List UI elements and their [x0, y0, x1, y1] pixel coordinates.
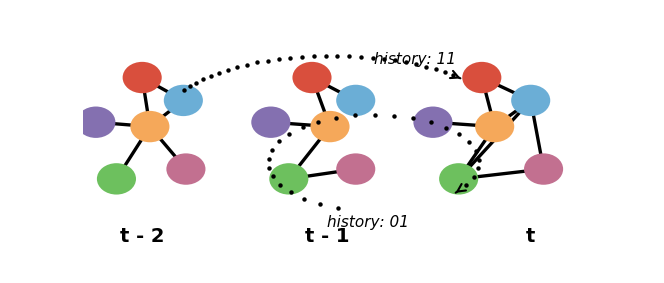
Ellipse shape	[336, 153, 375, 185]
Ellipse shape	[311, 111, 349, 142]
Ellipse shape	[511, 85, 550, 116]
Ellipse shape	[475, 111, 514, 142]
Text: history: 11: history: 11	[374, 52, 456, 67]
Ellipse shape	[123, 62, 162, 93]
Text: t - 1: t - 1	[305, 227, 350, 246]
Ellipse shape	[524, 153, 563, 185]
Ellipse shape	[76, 106, 116, 138]
Text: history: 01: history: 01	[327, 215, 410, 230]
Ellipse shape	[130, 111, 169, 142]
Ellipse shape	[292, 62, 331, 93]
Ellipse shape	[164, 85, 203, 116]
Text: t - 2: t - 2	[120, 227, 165, 246]
Ellipse shape	[462, 62, 501, 93]
Ellipse shape	[439, 163, 478, 194]
Text: t: t	[526, 227, 535, 246]
Ellipse shape	[414, 106, 452, 138]
Ellipse shape	[167, 153, 205, 185]
Ellipse shape	[336, 85, 375, 116]
Ellipse shape	[97, 163, 136, 194]
Ellipse shape	[270, 163, 308, 194]
Ellipse shape	[251, 106, 290, 138]
